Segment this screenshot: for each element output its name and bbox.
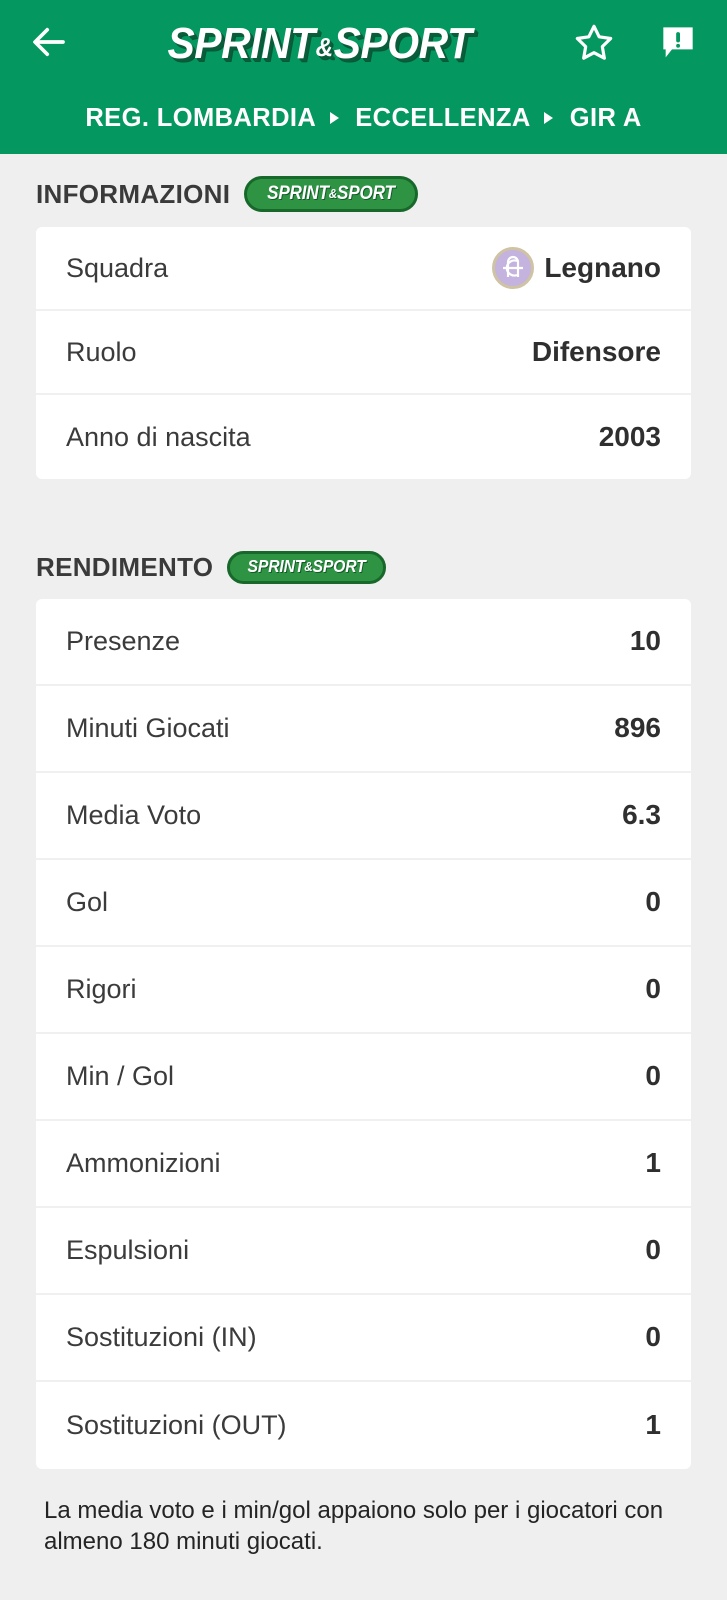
row-label: Gol [66,886,109,917]
badge-text-part2: SPORT [337,183,395,204]
breadcrumb-item-region[interactable]: REG. LOMBARDIA [85,104,316,132]
footnote-text: La media voto e i min/gol appaiono solo … [44,1496,664,1556]
badge-ampersand: & [328,186,338,201]
table-row[interactable]: Ruolo Difensore [36,311,691,395]
row-label: Sostituzioni (OUT) [66,1409,287,1440]
row-value: 1 [645,1409,661,1440]
row-value: Legnano [492,247,661,289]
breadcrumb[interactable]: REG. LOMBARDIA ECCELLENZA GIR A [0,104,727,133]
back-button[interactable] [28,16,84,72]
app-brand-logo: SPRINT&SPORT [78,22,561,66]
row-value: 896 [614,712,661,743]
team-name: Legnano [544,252,661,283]
header-toolbar: SPRINT&SPORT [0,0,727,88]
chevron-right-icon [329,112,339,124]
row-label: Ruolo [66,336,137,367]
table-row[interactable]: Squadra Legnano [36,227,691,311]
row-label: Anno di nascita [66,421,251,452]
row-label: Minuti Giocati [66,712,230,743]
row-label: Espulsioni [66,1234,190,1265]
badge-ampersand: & [304,559,313,574]
favorite-button[interactable] [571,21,617,67]
section-title: RENDIMENTO [36,551,214,582]
row-label: Squadra [66,252,169,283]
star-outline-icon [574,22,614,67]
row-value: 0 [645,1321,661,1352]
row-label: Ammonizioni [66,1147,221,1178]
row-value: 0 [645,973,661,1004]
table-row[interactable]: Min / Gol 0 [36,1034,691,1121]
row-value: 10 [629,625,661,656]
stats-card: Presenze 10 Minuti Giocati 896 Media Vot… [36,598,691,1469]
row-value: 2003 [598,421,661,452]
badge-text-part1: SPRINT [267,183,329,204]
speech-bubble-alert-icon [658,22,698,67]
page-content: INFORMAZIONI SPRINT&SPORT Squadra Legnan… [0,154,727,1469]
breadcrumb-item-league[interactable]: ECCELLENZA [355,104,530,132]
brand-text-part2: SPORT [333,19,472,68]
section-header-rendimento: RENDIMENTO SPRINT&SPORT [36,529,691,599]
section-header-informazioni: INFORMAZIONI SPRINT&SPORT [36,154,691,227]
badge-text-part1: SPRINT [247,556,305,576]
table-row[interactable]: Espulsioni 0 [36,1208,691,1295]
table-row[interactable]: Anno di nascita 2003 [36,395,691,479]
row-value: 0 [645,1060,661,1091]
brand-ampersand: & [315,32,333,62]
team-crest-icon [492,247,535,289]
row-label: Media Voto [66,799,202,830]
info-card: Squadra Legnano Ruolo Difensore Anno di … [36,227,691,479]
breadcrumb-item-group[interactable]: GIR A [569,104,642,132]
arrow-left-icon [28,21,70,68]
badge-text-part2: SPORT [312,556,366,576]
app-header: SPRINT&SPORT [0,0,727,154]
table-row[interactable]: Minuti Giocati 896 [36,686,691,773]
brand-badge: SPRINT&SPORT [227,551,387,584]
table-row[interactable]: Sostituzioni (IN) 0 [36,1295,691,1382]
row-value: Difensore [531,336,661,367]
report-button[interactable] [655,21,701,67]
header-action-group [561,21,701,67]
section-title: INFORMAZIONI [36,178,231,209]
table-row[interactable]: Presenze 10 [36,599,691,686]
table-row[interactable]: Gol 0 [36,860,691,947]
table-row[interactable]: Media Voto 6.3 [36,773,691,860]
row-value: 6.3 [622,799,661,830]
table-row[interactable]: Rigori 0 [36,947,691,1034]
table-row[interactable]: Ammonizioni 1 [36,1121,691,1208]
table-row[interactable]: Sostituzioni (OUT) 1 [36,1382,691,1469]
row-label: Sostituzioni (IN) [66,1321,257,1352]
section-spacer [36,479,691,529]
brand-text-part1: SPRINT [167,19,315,68]
row-value: 0 [645,886,661,917]
row-label: Rigori [66,973,137,1004]
chevron-right-icon [544,112,554,124]
row-label: Min / Gol [66,1060,175,1091]
brand-badge: SPRINT&SPORT [244,176,419,212]
row-value: 1 [645,1147,661,1178]
row-value: 0 [645,1234,661,1265]
row-label: Presenze [66,625,181,656]
